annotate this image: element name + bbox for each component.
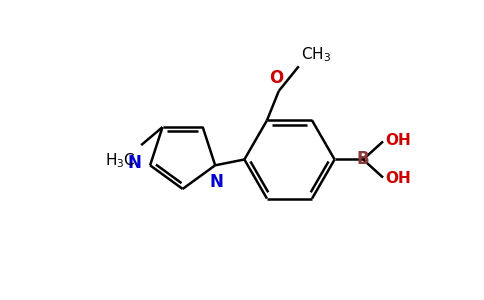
Text: B: B [357, 151, 369, 169]
Text: OH: OH [385, 133, 411, 148]
Text: OH: OH [385, 171, 411, 186]
Text: O: O [269, 69, 284, 87]
Text: N: N [128, 154, 141, 172]
Text: CH$_3$: CH$_3$ [301, 45, 331, 64]
Text: H$_3$C: H$_3$C [105, 151, 136, 170]
Text: N: N [210, 173, 224, 191]
